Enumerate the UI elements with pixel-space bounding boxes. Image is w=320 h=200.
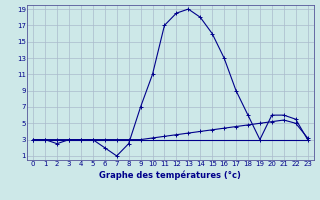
X-axis label: Graphe des températures (°c): Graphe des températures (°c) <box>100 170 241 180</box>
